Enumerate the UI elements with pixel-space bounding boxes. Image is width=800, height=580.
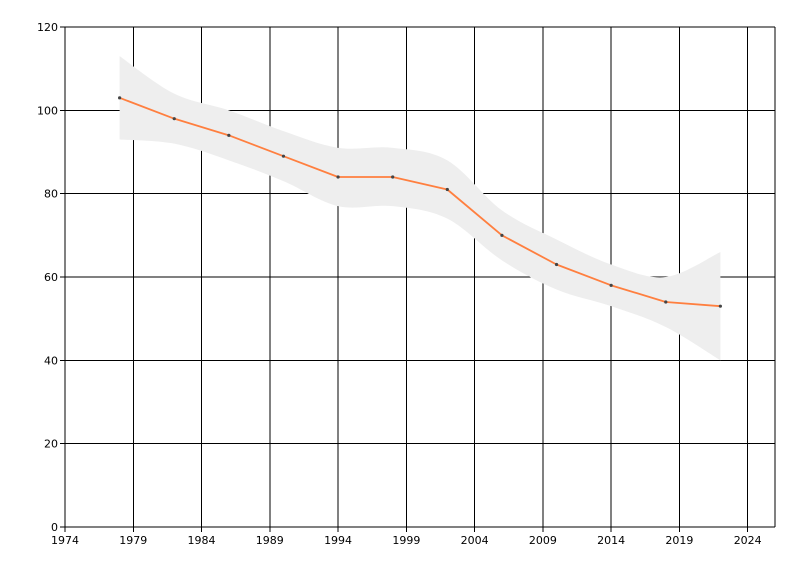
confidence-band-layer xyxy=(119,56,721,361)
data-point-2002 xyxy=(445,187,449,192)
y-tick-label-20: 20 xyxy=(44,438,58,451)
y-tick-label-120: 120 xyxy=(37,21,58,34)
data-point-2006 xyxy=(500,233,504,237)
data-point-1994 xyxy=(336,175,340,179)
data-point-2010 xyxy=(554,262,559,267)
x-tick-label-1979: 1979 xyxy=(119,534,147,547)
x-tick-label-1994: 1994 xyxy=(324,534,352,547)
y-tick-label-100: 100 xyxy=(37,104,58,117)
y-tick-label-0: 0 xyxy=(51,521,58,534)
tick-labels: 0 20 40 60 80 100 120 1974 1979 1984 1989 1994 1999 2… xyxy=(37,21,762,547)
x-tick-label-2024: 2024 xyxy=(734,534,762,547)
data-point-1982 xyxy=(172,117,176,121)
data-point-1986 xyxy=(227,133,231,137)
y-tick-label-40: 40 xyxy=(44,354,58,367)
x-tick-label-1984: 1984 xyxy=(188,534,216,547)
x-tick-label-2014: 2014 xyxy=(597,534,625,547)
data-point-2014 xyxy=(609,283,613,287)
series-layer xyxy=(118,96,722,308)
series-line-0 xyxy=(119,96,721,308)
x-tick-label-2019: 2019 xyxy=(665,534,693,547)
axes xyxy=(60,26,775,532)
x-tick-label-2004: 2004 xyxy=(461,534,489,547)
confidence-band xyxy=(119,56,721,361)
data-point-2022 xyxy=(718,304,722,308)
x-tick-label-1974: 1974 xyxy=(51,534,79,547)
data-point-1998 xyxy=(391,175,395,179)
y-tick-label-60: 60 xyxy=(44,271,58,284)
data-point-1990 xyxy=(281,154,286,158)
x-tick-label-1999: 1999 xyxy=(392,534,420,547)
y-tick-label-80: 80 xyxy=(44,188,58,201)
data-point-2018 xyxy=(664,300,668,304)
x-tick-label-1989: 1989 xyxy=(256,534,284,547)
x-tick-label-2009: 2009 xyxy=(529,534,557,547)
data-point-1978 xyxy=(118,96,122,100)
